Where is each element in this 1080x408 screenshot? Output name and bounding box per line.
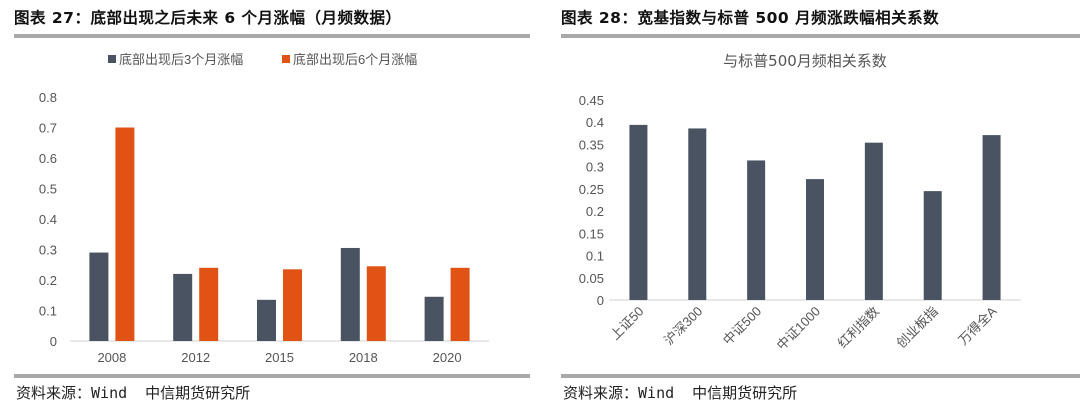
bar-创业板指 [923, 191, 942, 300]
left-source-note: 资料来源：Wind 中信期货研究所 [16, 382, 250, 403]
left-figure-panel: 图表 27：底部出现之后未来 6 个月涨幅（月频数据） 底部出现后3个月涨幅 底部… [0, 0, 530, 408]
bar-2015-series-2 [283, 269, 302, 341]
legend-swatch-1 [108, 55, 116, 63]
y-tick-label: 0.4 [39, 212, 57, 227]
chart-title: 与标普500月频相关系数 [723, 52, 887, 70]
left-figure-title: 图表 27：底部出现之后未来 6 个月涨幅（月频数据） [14, 9, 402, 27]
right-source-note: 资料来源：Wind 中信期货研究所 [563, 382, 797, 403]
right-bar-chart: 与标普500月频相关系数 0 0.05 0.1 0.15 0.2 0.25 0.3 0.35 0.… [579, 52, 1021, 353]
y-tick-label: 0.6 [39, 151, 57, 166]
bar-中证1000 [806, 179, 824, 300]
x-tick-label: 上证50 [607, 304, 646, 343]
y-tick-label: 0.4 [586, 115, 604, 130]
left-source-label: 资料来源： [16, 384, 92, 402]
y-tick-label: 0.3 [39, 243, 57, 258]
left-bar-chart: 底部出现后3个月涨幅 底部出现后6个月涨幅 0 0.1 0.2 0.3 0.4 0.5 0.6 0… [39, 52, 489, 365]
left-source-divider [14, 374, 530, 378]
y-tick-label: 0.3 [586, 160, 604, 175]
legend-label-1: 底部出现后3个月涨幅 [119, 52, 243, 67]
y-tick-label: 0.2 [586, 204, 604, 219]
x-tick-label: 2020 [433, 350, 462, 365]
bar-2012-series-2 [199, 267, 219, 341]
right-source-name: Wind [638, 384, 675, 402]
bar-沪深300 [688, 128, 707, 300]
bar-上证50 [629, 124, 648, 300]
right-source-divider [561, 374, 1080, 378]
y-tick-label: 0.8 [39, 90, 57, 105]
bar-万得全A [982, 135, 1001, 300]
y-tick-label: 0 [50, 334, 57, 349]
legend-label-2: 底部出现后6个月涨幅 [293, 52, 417, 67]
x-tick-label: 2012 [181, 350, 210, 365]
bar-2008-series-1 [89, 252, 109, 341]
bar-红利指数 [864, 142, 883, 300]
x-tick-label: 2015 [265, 350, 294, 365]
left-title-divider [14, 34, 530, 38]
y-tick-label: 0.05 [579, 271, 604, 286]
x-tick-label: 万得全A [955, 303, 1000, 348]
bar-中证500 [747, 160, 766, 300]
left-source-org: 中信期货研究所 [145, 384, 251, 402]
bar-2015-series-1 [257, 299, 276, 341]
y-tick-label: 0.35 [579, 137, 604, 152]
right-figure-title: 图表 28：宽基指数与标普 500 月频涨跌幅相关系数 [561, 9, 940, 27]
legend-swatch-2 [282, 55, 290, 63]
x-tick-label: 2018 [349, 350, 378, 365]
y-tick-label: 0 [597, 293, 604, 308]
x-tick-label: 沪深300 [661, 304, 705, 348]
bar-2012-series-1 [173, 273, 193, 341]
x-tick-label: 中证1000 [774, 304, 823, 353]
right-source-org: 中信期货研究所 [692, 384, 798, 402]
right-figure-panel: 图表 28：宽基指数与标普 500 月频涨跌幅相关系数 与标普500月频相关系数… [547, 0, 1080, 408]
bar-2018-series-1 [340, 247, 360, 341]
y-tick-label: 0.2 [39, 273, 57, 288]
y-tick-label: 0.15 [579, 226, 604, 241]
y-tick-label: 0.25 [579, 182, 604, 197]
y-tick-label: 0.5 [39, 182, 57, 197]
x-tick-label: 中证500 [720, 304, 764, 348]
right-title-divider [561, 34, 1080, 38]
bar-2020-series-1 [424, 296, 444, 341]
y-tick-label: 0.45 [579, 93, 604, 108]
left-source-name: Wind [91, 384, 128, 402]
y-tick-label: 0.7 [39, 121, 57, 136]
x-tick-label: 2008 [97, 350, 126, 365]
x-tick-label: 红利指数 [835, 304, 882, 351]
bar-2020-series-2 [450, 267, 470, 341]
x-tick-label: 创业板指 [893, 304, 940, 351]
right-source-label: 资料来源： [563, 384, 639, 402]
y-tick-label: 0.1 [586, 249, 604, 264]
bar-2008-series-2 [115, 127, 135, 341]
y-tick-label: 0.1 [39, 304, 57, 319]
bar-2018-series-2 [366, 266, 386, 341]
